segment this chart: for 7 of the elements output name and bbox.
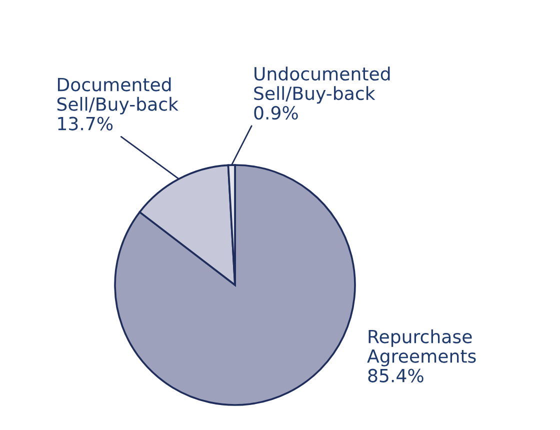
data-label: 13.7%	[58, 116, 113, 130]
slice-label: Undocumented Sell/Buy-back	[254, 66, 390, 104]
pie-slice	[114, 164, 356, 406]
data-label: 85.4%	[368, 368, 424, 382]
data-label: 0.9%	[254, 106, 298, 120]
slice-label: Repurchase Agreements	[367, 329, 476, 366]
slice-label: Documented Sell/Buy-back	[57, 77, 178, 114]
